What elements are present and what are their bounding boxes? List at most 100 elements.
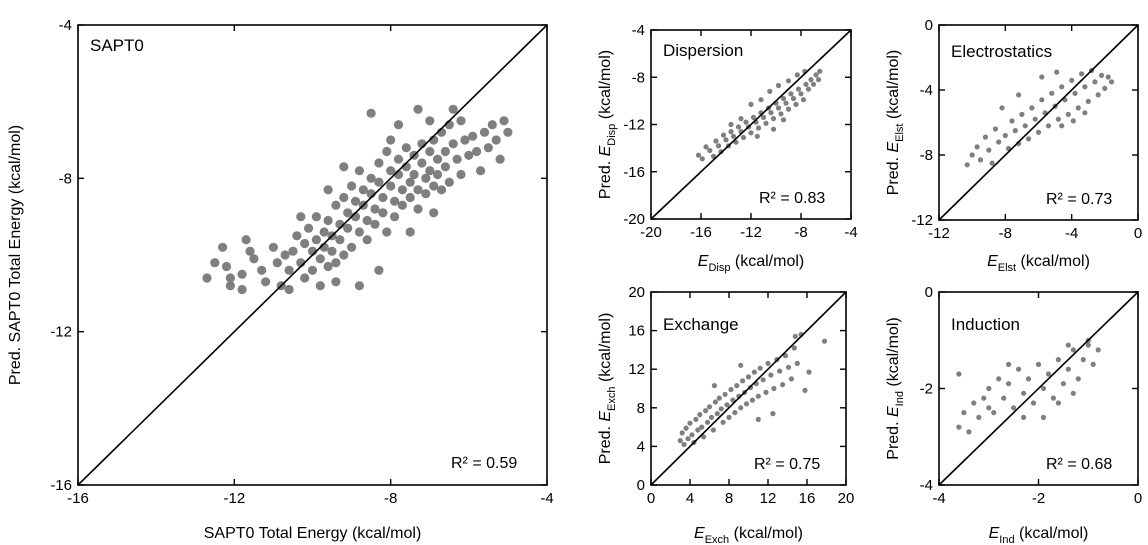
data-point: [977, 157, 984, 163]
data-point: [1065, 111, 1071, 117]
data-point: [712, 399, 719, 405]
y-tick-label: 16: [628, 323, 645, 340]
plot-frame: [938, 24, 1139, 221]
data-point: [370, 204, 380, 214]
x-tick-label: 8: [725, 490, 733, 507]
x-tick-label: -16: [690, 224, 712, 241]
data-point: [770, 411, 776, 417]
data-point: [413, 204, 423, 214]
data-point: [393, 154, 404, 164]
data-point: [785, 78, 792, 84]
data-point: [1039, 97, 1045, 103]
data-point: [1079, 71, 1085, 77]
data-point: [1009, 118, 1015, 124]
data-point: [1045, 123, 1052, 129]
data-point: [1095, 92, 1101, 98]
data-point: [284, 265, 294, 275]
data-point: [1035, 361, 1042, 367]
data-point: [1055, 116, 1061, 122]
x-axis-label: EInd (kcal/mol): [989, 525, 1089, 545]
data-point: [1025, 376, 1032, 382]
data-point: [1011, 405, 1017, 411]
data-points: [202, 104, 513, 295]
data-point: [409, 169, 419, 180]
data-point: [390, 196, 400, 206]
data-point: [284, 284, 294, 295]
x-tick-label: 0: [1134, 490, 1142, 507]
data-point: [780, 382, 786, 388]
data-point: [798, 91, 804, 97]
data-point: [292, 231, 302, 241]
data-point: [992, 126, 999, 132]
data-point: [723, 137, 729, 143]
data-point: [464, 150, 474, 160]
data-point: [726, 414, 732, 420]
data-point: [1082, 110, 1088, 116]
data-point: [261, 277, 271, 287]
data-point: [339, 250, 349, 260]
data-point: [331, 277, 341, 287]
data-point: [991, 410, 997, 416]
data-point: [347, 242, 357, 252]
data-point: [421, 189, 431, 199]
x-tick-label: -12: [740, 224, 762, 241]
data-point: [503, 127, 513, 137]
data-point: [964, 162, 970, 168]
data-point: [806, 369, 812, 375]
data-point: [1085, 98, 1091, 104]
data-point: [210, 258, 220, 268]
data-point: [1022, 123, 1028, 129]
data-point: [405, 227, 415, 237]
data-point: [339, 192, 349, 203]
data-point: [792, 333, 798, 339]
data-point: [1016, 366, 1022, 372]
x-tick-label: -20: [640, 224, 662, 241]
data-point: [763, 120, 769, 126]
data-point: [782, 353, 789, 359]
data-point: [1006, 361, 1012, 367]
data-point: [707, 147, 713, 154]
data-point: [966, 429, 972, 435]
data-point: [996, 139, 1002, 145]
data-point: [791, 345, 797, 351]
data-point: [728, 121, 734, 128]
x-tick-label: -8: [794, 224, 807, 241]
y-tick-label: -16: [623, 164, 645, 181]
data-point: [755, 393, 761, 399]
data-point: [1070, 347, 1076, 353]
data-point: [343, 208, 353, 218]
data-point: [1049, 90, 1055, 96]
data-point: [448, 139, 458, 149]
data-point: [386, 135, 396, 145]
data-point: [986, 405, 992, 411]
x-tick-label: -8: [384, 490, 397, 507]
plot-frame: [77, 24, 548, 486]
data-point: [685, 436, 691, 442]
data-point: [777, 368, 783, 374]
y-tick-label: -12: [911, 212, 933, 229]
x-tick-label: -2: [1032, 490, 1045, 507]
data-point: [315, 281, 325, 291]
data-point: [1098, 72, 1105, 78]
data-point: [767, 88, 773, 94]
data-point: [460, 135, 470, 145]
data-point: [710, 427, 717, 433]
data-point: [743, 119, 749, 125]
y-tick-label: -4: [59, 17, 72, 34]
data-point: [956, 424, 962, 430]
data-point: [749, 397, 756, 403]
data-point: [788, 91, 794, 97]
data-point: [775, 105, 782, 111]
data-point: [397, 185, 407, 195]
data-point: [1108, 79, 1115, 85]
data-point: [748, 101, 754, 107]
data-points: [956, 337, 1101, 435]
data-point: [386, 166, 396, 176]
data-point: [354, 166, 364, 176]
data-point: [1080, 357, 1086, 363]
identity-line: [77, 24, 548, 486]
data-point: [989, 160, 995, 166]
y-tick-label: 8: [637, 400, 645, 417]
data-point: [788, 376, 795, 382]
data-point: [768, 372, 774, 378]
